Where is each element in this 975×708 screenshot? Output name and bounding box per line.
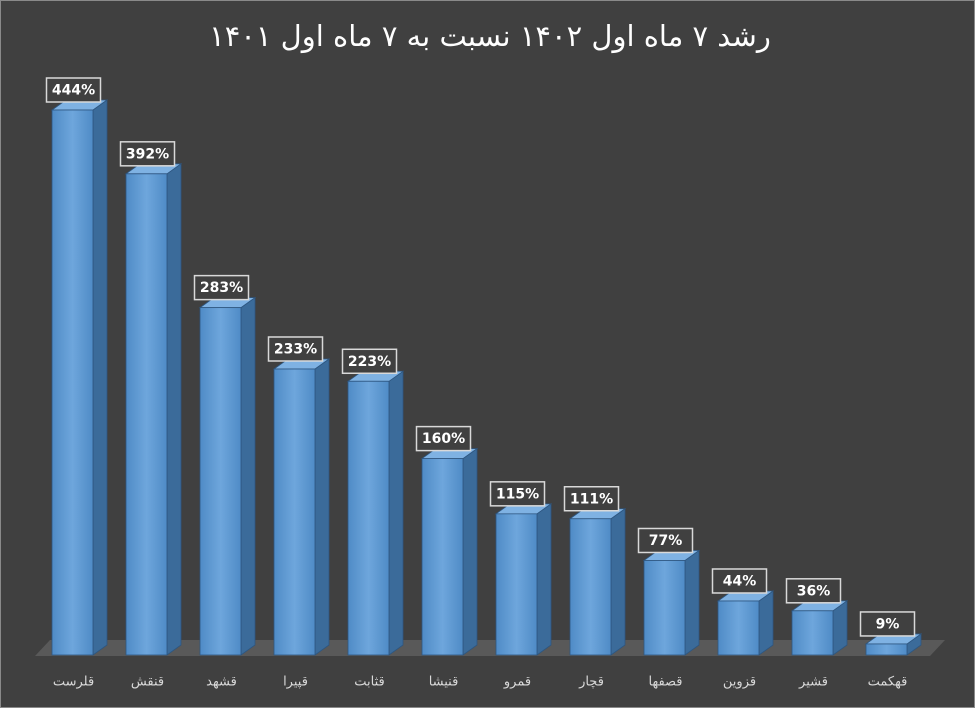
value-label-box <box>341 348 398 375</box>
value-label-box <box>563 486 620 512</box>
value-label: 392% <box>126 146 169 162</box>
value-label-box <box>711 568 768 594</box>
bar-side <box>462 447 478 656</box>
value-label-box <box>859 611 916 637</box>
value-label-box <box>45 77 102 103</box>
bar <box>273 368 316 656</box>
floor <box>35 640 945 656</box>
value-label: 283% <box>200 280 243 296</box>
bar-side <box>92 99 108 656</box>
bar <box>643 560 686 656</box>
bar <box>347 380 390 656</box>
value-label: 44% <box>723 573 757 589</box>
bar <box>421 458 464 656</box>
bar <box>495 513 538 656</box>
bar-side <box>610 507 626 656</box>
x-tick-label: قزوین <box>723 675 756 690</box>
bar <box>717 600 760 656</box>
value-label: 36% <box>797 583 831 599</box>
x-tick-label: قشیر <box>798 675 828 690</box>
bar <box>125 173 168 656</box>
x-tick-label: قنقش <box>131 675 164 690</box>
bar <box>51 109 94 656</box>
value-label: 111% <box>570 491 613 507</box>
x-tick-label: قمرو <box>503 675 531 690</box>
bar-side <box>388 370 404 656</box>
value-label: 233% <box>274 341 317 357</box>
value-label: 223% <box>348 354 391 370</box>
value-label: 160% <box>422 431 465 447</box>
value-label-box <box>415 425 472 452</box>
value-label-box <box>267 336 324 362</box>
bar-side <box>240 296 256 656</box>
x-tick-label: قلرست <box>53 675 94 690</box>
x-tick-label: قثابت <box>354 675 384 690</box>
value-label-box <box>193 274 250 301</box>
bar-side <box>536 503 552 656</box>
bar <box>791 610 834 656</box>
value-label-box <box>637 527 694 554</box>
bar-side <box>758 590 774 656</box>
bar-side <box>314 358 330 656</box>
x-tick-label: قپیرا <box>283 675 308 690</box>
x-tick-label: قنیشا <box>429 675 459 690</box>
bar-side <box>684 549 700 656</box>
bar <box>199 307 242 656</box>
value-label: 115% <box>496 486 539 502</box>
bar <box>569 518 612 656</box>
value-label-box <box>489 481 546 507</box>
value-label-box <box>785 578 842 604</box>
value-label: 9% <box>876 616 900 632</box>
value-label: 444% <box>52 83 95 99</box>
x-tick-label: قصفها <box>648 675 682 690</box>
x-tick-label: قشهد <box>206 675 237 690</box>
value-label-box <box>119 141 176 167</box>
x-tick-label: قچار <box>578 675 604 690</box>
bar-side <box>166 163 182 656</box>
x-tick-label: قهکمت <box>868 675 908 690</box>
value-label: 77% <box>649 533 683 549</box>
chart-title: رشد ۷ ماه اول ۱۴۰۲ نسبت به ۷ ماه اول ۱۴۰… <box>209 19 771 53</box>
bar <box>865 643 908 656</box>
